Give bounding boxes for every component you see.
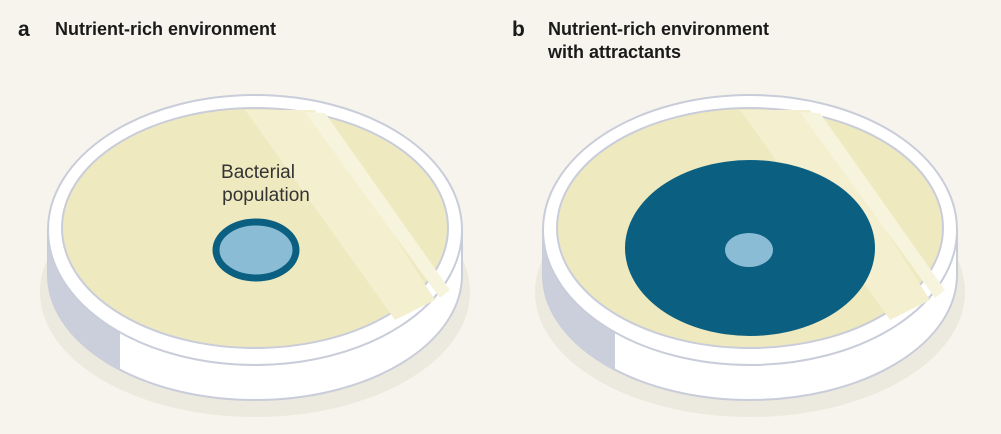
panel-title: Nutrient-rich environment [55,19,276,39]
panel-letter: a [18,18,30,41]
panel-letter: b [512,18,525,41]
initial-colony [725,233,773,267]
panel-title: Nutrient-rich environment [548,19,769,39]
annotation: Bacterial [221,162,295,183]
colony [212,218,300,282]
dish-b [534,94,966,418]
dish-a [39,94,471,418]
panel-title: with attractants [547,42,681,62]
annotation: population [222,185,310,206]
